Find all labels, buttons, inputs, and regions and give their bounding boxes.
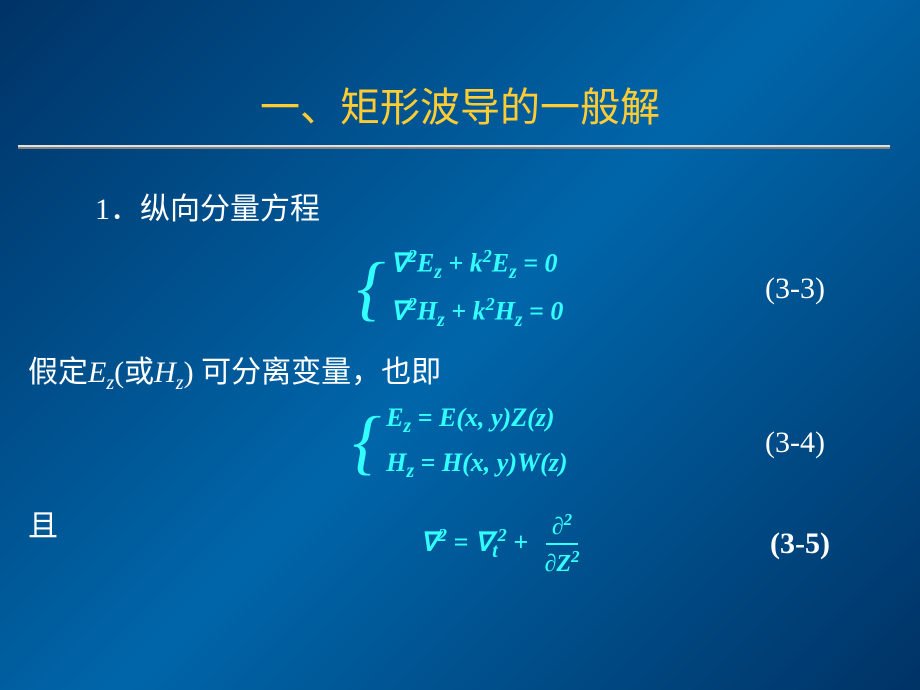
slide-title: 一、矩形波导的一般解: [0, 0, 920, 145]
left-brace-icon: {: [352, 410, 381, 475]
equation-3-4-brace-group: { Ez = E(x, y)Z(z) Hz = H(x, y)W(z): [352, 403, 567, 483]
eq3-5-lhs: ∇2 = ∇t2 +: [421, 525, 535, 563]
body-text-1: 假定Ez(或Hz) 可分离变量，也即: [28, 347, 900, 395]
equation-3-4-lines: Ez = E(x, y)Z(z) Hz = H(x, y)W(z): [386, 403, 567, 483]
equation-number-3-4: (3-4): [765, 426, 825, 460]
body1-sub1: z: [106, 372, 114, 394]
eq3-5-denominator: ∂Z2: [539, 545, 586, 578]
body1-var1: E: [88, 356, 106, 389]
section-heading: 1．纵向分量方程: [95, 184, 900, 228]
equation-number-3-5: (3-5): [770, 527, 830, 561]
eq3-5-numerator: ∂2: [546, 510, 578, 545]
equation-3-4-line1: Ez = E(x, y)Z(z): [386, 403, 567, 438]
equation-3-5: ∇2 = ∇t2 + ∂2 ∂Z2 (3-5): [20, 510, 900, 578]
body1-pre: 假定: [28, 356, 88, 389]
body1-mid: (或: [114, 356, 154, 389]
equation-3-3-brace-group: { ∇2Ez + k2Ez = 0 ∇2Hz + k2Hz = 0: [357, 246, 564, 332]
content-area: 1．纵向分量方程 { ∇2Ez + k2Ez = 0 ∇2Hz + k2Hz =…: [0, 149, 920, 578]
equation-3-3: { ∇2Ez + k2Ez = 0 ∇2Hz + k2Hz = 0 (3-3): [20, 246, 900, 332]
body1-sub2: z: [176, 372, 184, 394]
equation-3-3-line2: ∇2Hz + k2Hz = 0: [390, 294, 563, 332]
body1-var2: H: [154, 356, 176, 389]
equation-3-3-line1: ∇2Ez + k2Ez = 0: [390, 246, 563, 284]
slide-container: 一、矩形波导的一般解 1．纵向分量方程 { ∇2Ez + k2Ez = 0 ∇2…: [0, 0, 920, 690]
body1-post: ) 可分离变量，也即: [184, 356, 442, 389]
equation-3-5-expression: ∇2 = ∇t2 + ∂2 ∂Z2: [421, 510, 590, 578]
left-brace-icon: {: [357, 256, 386, 321]
eq3-5-fraction: ∂2 ∂Z2: [539, 510, 586, 578]
equation-3-3-lines: ∇2Ez + k2Ez = 0 ∇2Hz + k2Hz = 0: [390, 246, 563, 332]
equation-3-4-line2: Hz = H(x, y)W(z): [386, 448, 567, 483]
equation-3-4: { Ez = E(x, y)Z(z) Hz = H(x, y)W(z) (3-4…: [20, 403, 900, 483]
equation-number-3-3: (3-3): [765, 272, 825, 306]
